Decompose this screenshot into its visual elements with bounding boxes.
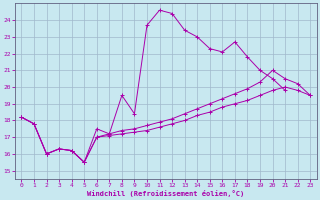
X-axis label: Windchill (Refroidissement éolien,°C): Windchill (Refroidissement éolien,°C) [87,190,244,197]
